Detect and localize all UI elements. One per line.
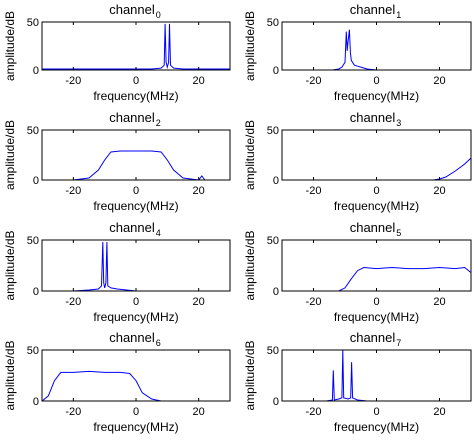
y-tick-label: 0 xyxy=(273,175,279,187)
subplot-title-subscript: 2 xyxy=(156,118,161,128)
subplot-title: channel xyxy=(350,330,396,345)
x-tick-label: 20 xyxy=(433,406,445,418)
series-line xyxy=(42,241,230,291)
subplot-title-subscript: 7 xyxy=(396,338,401,348)
subplot-channel-1: channel 1 -20 0 20 0 50 frequency(MHz) amplitude… xyxy=(243,2,472,103)
x-tick-label: 20 xyxy=(433,75,445,87)
x-tick-label: -20 xyxy=(306,185,322,197)
subplot-channel-0: channel 0-20 0 20050frequency(MHz)amplitude… xyxy=(3,2,231,103)
series-line xyxy=(42,150,230,180)
x-tick-label: 0 xyxy=(133,406,139,418)
axes-box xyxy=(281,239,472,292)
subplot-title-subscript: 4 xyxy=(156,228,161,238)
x-tick-label: 0 xyxy=(373,296,379,308)
series-line xyxy=(282,29,471,70)
x-tick-label: -20 xyxy=(65,406,81,418)
y-tick-label: 0 xyxy=(33,286,39,298)
axes-box xyxy=(281,349,472,402)
y-axis-label: amplitude/dB xyxy=(3,120,17,190)
y-tick-label: 50 xyxy=(267,125,279,137)
x-tick-label: 0 xyxy=(133,185,139,197)
series-line xyxy=(42,370,230,401)
subplot-channel-3: channel 3 -20 0 20 0 50 frequency(MHz) amplitude… xyxy=(243,110,472,213)
subplot-channel-2: channel 2 -20 0 20 0 50 frequency(MHz) amplitude… xyxy=(3,110,231,213)
x-tick-label: 0 xyxy=(133,75,139,87)
subplot-title-subscript: 5 xyxy=(396,228,401,238)
x-axis-label: frequency(MHz) xyxy=(334,89,419,103)
x-tick-label: 20 xyxy=(193,296,205,308)
axes-box xyxy=(41,239,231,292)
x-tick-label: -20 xyxy=(306,406,322,418)
subplot-title: channel xyxy=(109,220,155,235)
x-axis-label: frequency(MHz) xyxy=(93,89,178,103)
y-axis-label: amplitude/dB xyxy=(243,11,257,81)
x-tick-label: 20 xyxy=(433,185,445,197)
subplot-channel-6: channel 6 -20 0 20 0 50 frequency(MHz) amplitude… xyxy=(3,330,231,434)
x-tick-label: 20 xyxy=(433,296,445,308)
x-tick-label: 0 xyxy=(373,185,379,197)
y-tick-label: 50 xyxy=(267,17,279,29)
subplot-channel-5: channel 5 -20 0 20 0 50 frequency(MHz) amplitude… xyxy=(243,220,472,324)
axes-box xyxy=(281,21,472,71)
subplot-title-subscript: 3 xyxy=(396,118,401,128)
axes-box xyxy=(41,129,231,181)
subplot-title: channel xyxy=(350,110,396,125)
axes-box xyxy=(41,349,231,402)
x-tick-label: 20 xyxy=(193,75,205,87)
y-tick-label: 50 xyxy=(27,17,39,29)
subplot-channel-7: channel 7 -20 0 20 0 50 frequency(MHz) amplitude… xyxy=(243,330,472,434)
x-tick-label: -20 xyxy=(65,296,81,308)
subplot-channel-4: channel 4 -20 0 20 0 50 frequency(MHz) amplitude… xyxy=(3,220,231,324)
y-tick-label: 50 xyxy=(27,235,39,247)
x-tick-label: -20 xyxy=(65,185,81,197)
x-tick-label: 0 xyxy=(373,406,379,418)
y-axis-label: amplitude/dB xyxy=(243,340,257,410)
y-tick-label: 0 xyxy=(33,65,39,77)
y-axis-label: amplitude/dB xyxy=(243,120,257,190)
subplot-title: channel xyxy=(350,2,396,17)
y-tick-label: 50 xyxy=(27,345,39,357)
y-tick-label: 0 xyxy=(273,286,279,298)
x-axis-label: frequency(MHz) xyxy=(93,310,178,324)
y-axis-label: amplitude/dB xyxy=(3,230,17,300)
x-axis-label: frequency(MHz) xyxy=(334,310,419,324)
x-tick-label: 0 xyxy=(373,75,379,87)
x-axis-label: frequency(MHz) xyxy=(334,199,419,213)
series-line xyxy=(282,350,471,401)
subplot-title-subscript: 0 xyxy=(156,10,161,20)
y-tick-label: 50 xyxy=(267,235,279,247)
subplot-title-subscript: 1 xyxy=(396,10,401,20)
series-line xyxy=(282,266,471,291)
subplot-title: channel xyxy=(350,220,396,235)
x-axis-label: frequency(MHz) xyxy=(93,420,178,434)
x-axis-label: frequency(MHz) xyxy=(334,420,419,434)
y-tick-label: 0 xyxy=(273,65,279,77)
y-axis-label: amplitude/dB xyxy=(3,11,17,81)
series-line xyxy=(282,157,471,180)
x-tick-label: -20 xyxy=(65,75,81,87)
series-line xyxy=(42,23,230,70)
y-tick-label: 0 xyxy=(33,396,39,408)
y-tick-label: 50 xyxy=(27,125,39,137)
subplot-title: channel xyxy=(109,330,155,345)
y-axis-label: amplitude/dB xyxy=(3,340,17,410)
x-axis-label: frequency(MHz) xyxy=(93,199,178,213)
x-tick-label: 20 xyxy=(193,406,205,418)
x-tick-label: -20 xyxy=(306,296,322,308)
y-tick-label: 50 xyxy=(267,345,279,357)
subplot-title-subscript: 6 xyxy=(156,338,161,348)
subplot-title: channel xyxy=(109,2,155,17)
subplot-title: channel xyxy=(109,110,155,125)
axes-box xyxy=(41,21,231,71)
y-axis-label: amplitude/dB xyxy=(243,230,257,300)
x-tick-label: 0 xyxy=(133,296,139,308)
axes-box xyxy=(281,129,472,181)
x-tick-label: 20 xyxy=(193,185,205,197)
y-tick-label: 0 xyxy=(33,175,39,187)
y-tick-label: 0 xyxy=(273,396,279,408)
x-tick-label: -20 xyxy=(306,75,322,87)
